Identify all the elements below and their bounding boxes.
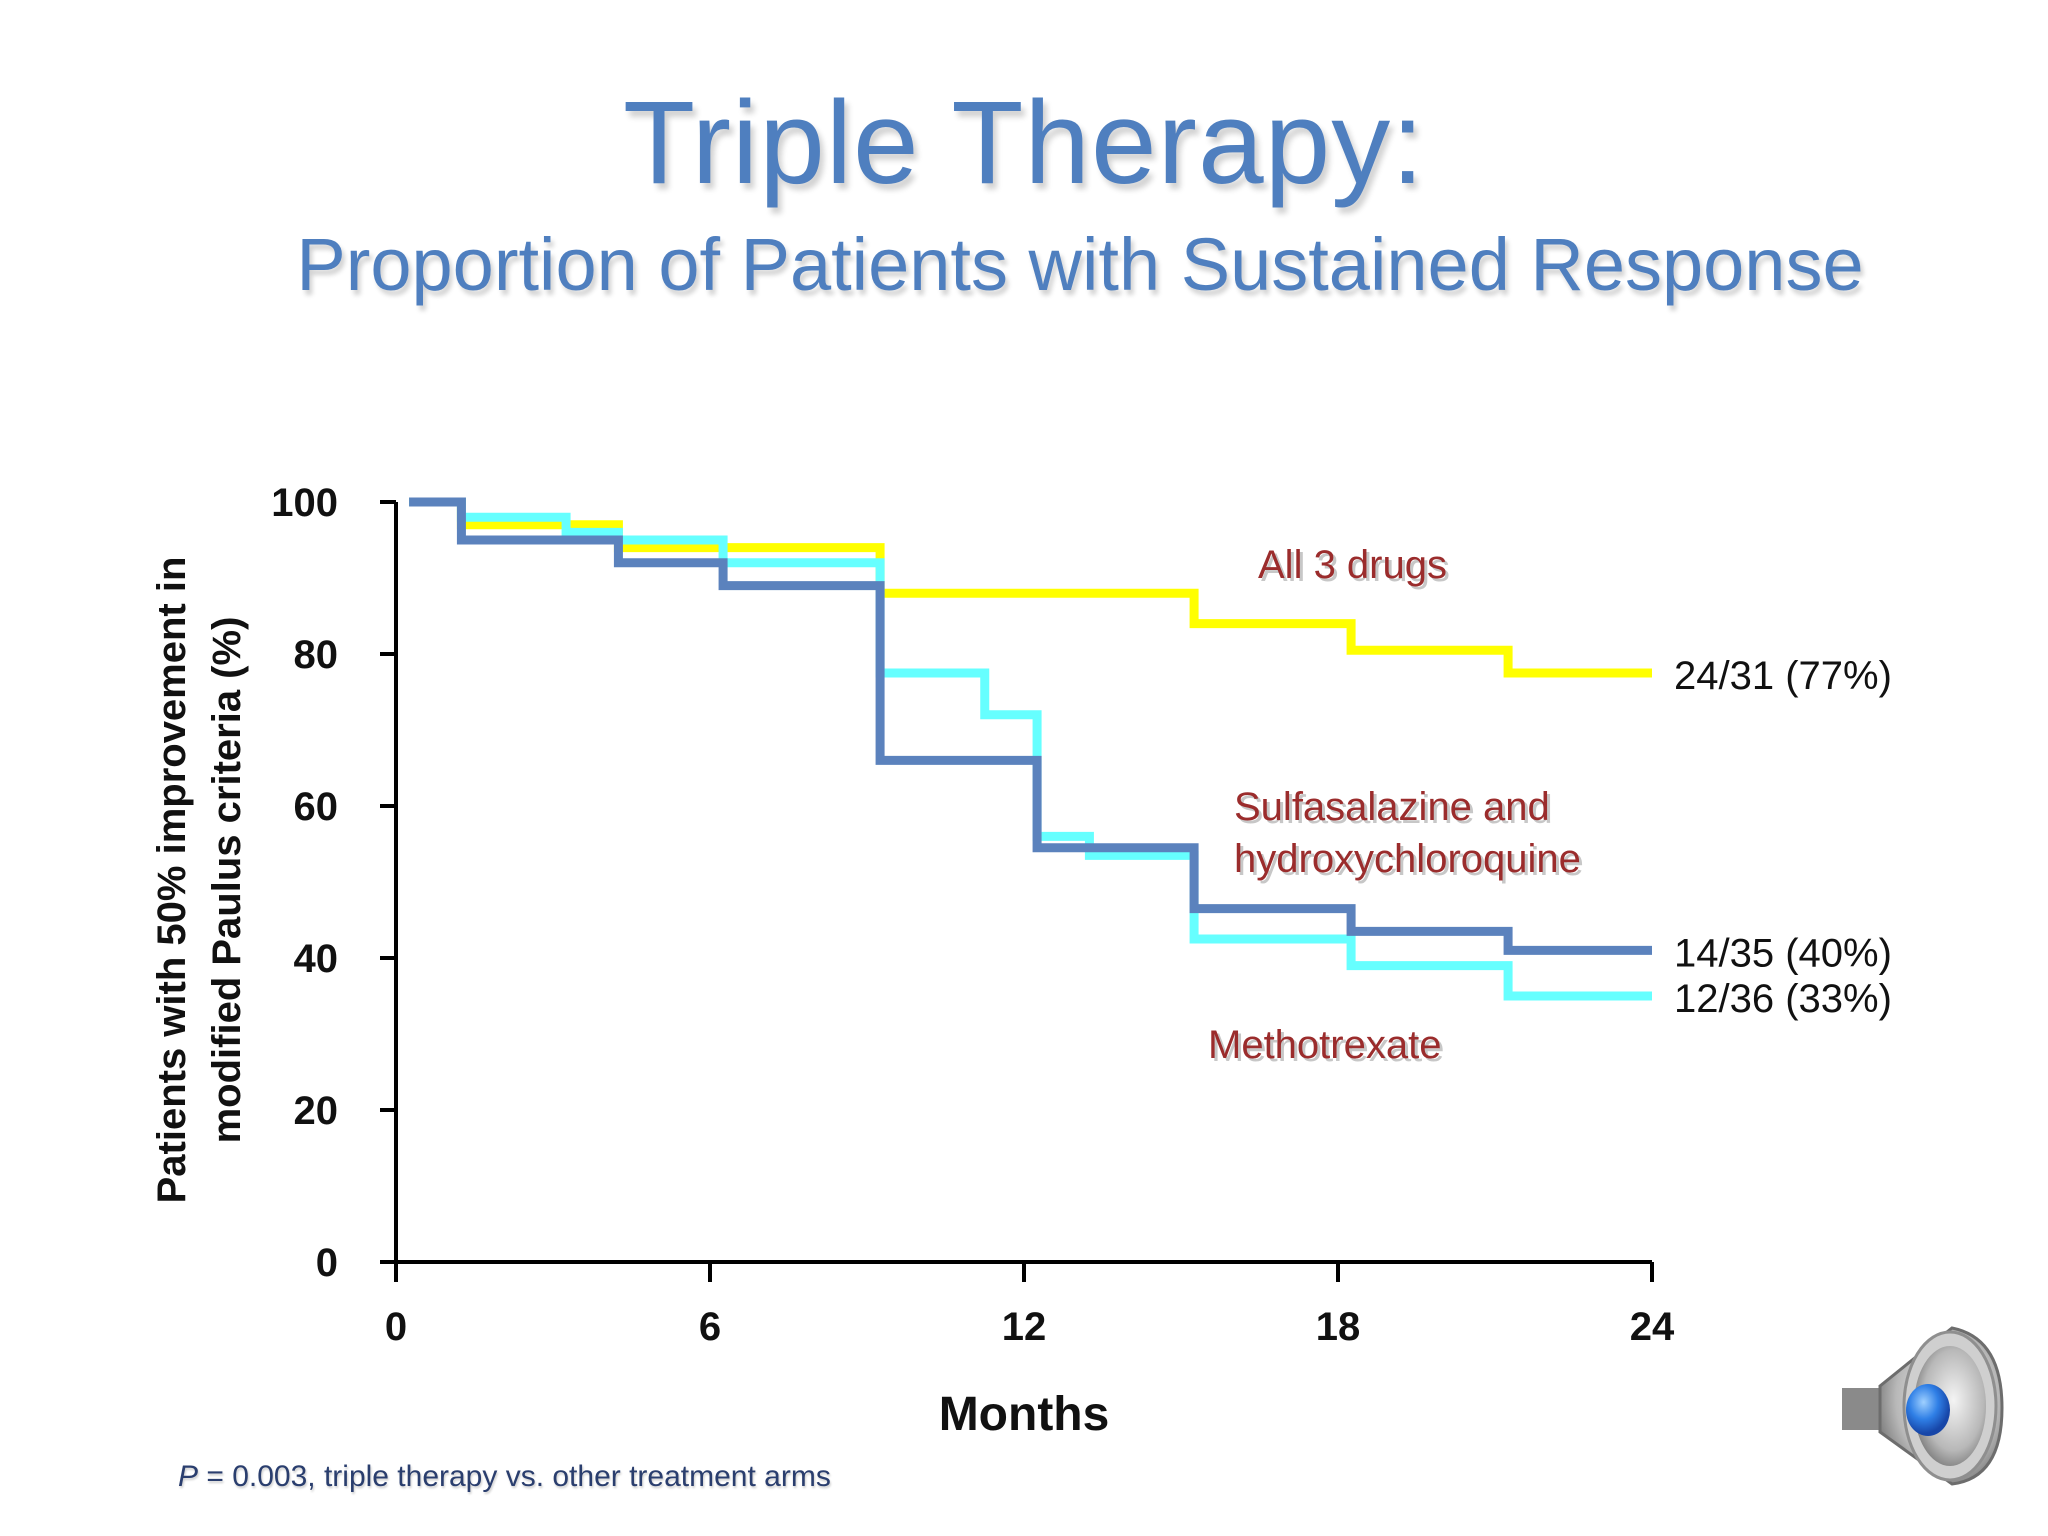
y-tick-label: 0	[316, 1241, 338, 1285]
y-tick-label: 80	[294, 633, 339, 677]
x-tick-label: 6	[699, 1305, 721, 1349]
series-line-methotrexate	[409, 497, 1652, 1001]
x-tick-label: 0	[385, 1305, 407, 1349]
annotation-sulfasalazine-line-1: Sulfasalazine and	[1234, 785, 1550, 829]
y-tick-label: 20	[294, 1089, 339, 1133]
footnote-text: = 0.003, triple therapy vs. other treatm…	[198, 1460, 831, 1493]
annotation-sulfasalazine-line-1-shadow: Sulfasalazine and	[1237, 788, 1553, 832]
y-tick-label: 40	[294, 937, 339, 981]
x-tick-label: 24	[1630, 1305, 1675, 1349]
annotation-methotrexate: Methotrexate	[1208, 1023, 1441, 1067]
annotation-all-3-drugs: All 3 drugs	[1258, 543, 1447, 587]
slide-title: Triple Therapy:	[623, 77, 1425, 209]
y-tick-label: 60	[294, 785, 339, 829]
end-label-all-3-drugs: 24/31 (77%)	[1674, 654, 1892, 698]
series-line-all-3-drugs	[409, 497, 1652, 678]
x-tick-label: 18	[1316, 1305, 1361, 1349]
y-axis-label-line-1: Patients with 50% improvement in	[150, 557, 194, 1204]
annotation-methotrexate-shadow: Methotrexate	[1211, 1026, 1444, 1070]
footnote: P = 0.003, triple therapy vs. other trea…	[178, 1460, 831, 1494]
y-tick-label: 100	[271, 481, 338, 525]
annotation-sulfasalazine-line-2: hydroxychloroquine	[1234, 837, 1581, 881]
speaker-icon[interactable]	[1832, 1318, 2012, 1494]
series-line-sulfasalazine-hydroxychloroquine	[409, 497, 1652, 955]
y-axis-label-line-2: modified Paulus criteria (%)	[205, 617, 249, 1144]
x-axis-label: Months	[939, 1388, 1110, 1441]
annotation-all-3-drugs-shadow: All 3 drugs	[1261, 546, 1450, 590]
end-label-methotrexate: 12/36 (33%)	[1674, 977, 1892, 1021]
end-label-sulfasalazine-hydroxychloroquine: 14/35 (40%)	[1674, 931, 1892, 975]
annotation-sulfasalazine-line-2-shadow: hydroxychloroquine	[1237, 840, 1584, 884]
x-tick-label: 12	[1002, 1305, 1047, 1349]
footnote-p-variable: P	[178, 1460, 199, 1493]
slide-subtitle: Proportion of Patients with Sustained Re…	[296, 223, 1864, 306]
